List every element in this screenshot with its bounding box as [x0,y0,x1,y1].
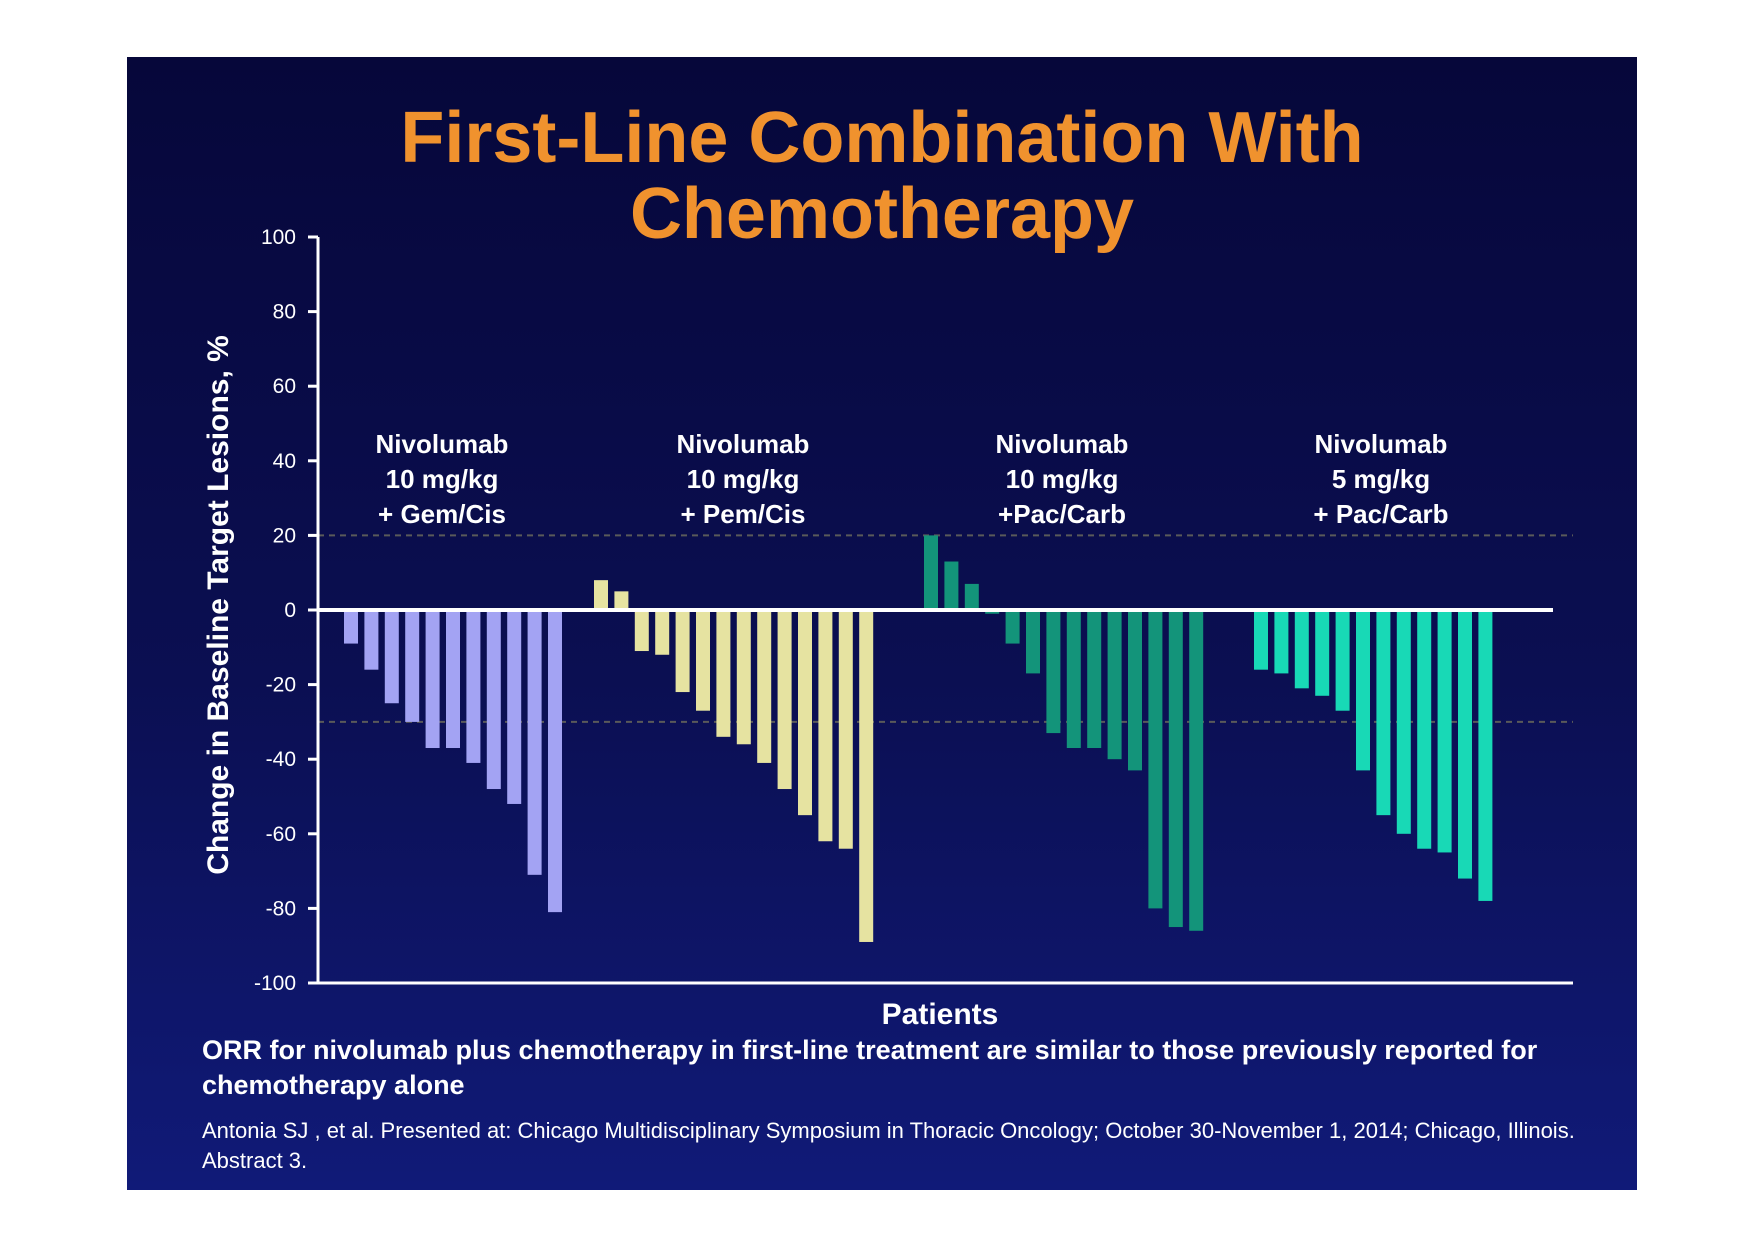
bar-group1-patient8 [486,610,501,790]
bar-group2-patient14 [859,610,874,942]
bar-group1-patient11 [548,610,562,913]
group-label-2-line-3: + Pem/Cis [680,499,805,529]
bar-group3-patient14 [1189,610,1204,931]
y-axis-title: Change in Baseline Target Lesions, % [202,335,235,875]
group-label-3-line-3: +Pac/Carb [998,499,1126,529]
bar-group2-patient12 [818,610,833,842]
y-tick-label--100: -100 [254,972,296,995]
bar-group3-patient9 [1087,610,1102,749]
bar-group2-patient1 [594,580,608,610]
y-tick-label--40: -40 [266,748,296,771]
group-label-2-line-2: 10 mg/kg [687,464,800,494]
bar-group2-patient5 [675,610,690,693]
bar-group4-patient12 [1478,610,1493,901]
bar-group1-patient6 [446,610,460,749]
bar-group4-patient7 [1376,610,1391,816]
bar-group4-patient9 [1417,610,1432,849]
bar-group3-patient12 [1148,610,1163,909]
bar-group3-patient13 [1168,610,1183,928]
bar-group3-patient11 [1128,610,1142,771]
group-label-4-line-2: 5 mg/kg [1332,464,1430,494]
group-label-4-line-1: Nivolumab [1315,429,1448,459]
footnote: ORR for nivolumab plus chemotherapy in f… [202,1035,1538,1100]
title-line-1: First-Line Combination With [400,98,1364,178]
bar-group2-patient13 [838,610,853,849]
bar-group2-patient11 [798,610,812,816]
bar-group4-patient1 [1254,610,1268,670]
y-tick-label-0: 0 [284,599,296,622]
y-tick-label-80: 80 [273,301,296,324]
group-label-3-line-2: 10 mg/kg [1006,464,1119,494]
bar-group1-patient2 [364,610,379,670]
y-tick-label--20: -20 [266,674,296,697]
bar-group3-patient6 [1026,610,1040,674]
bar-group2-patient2 [614,591,629,610]
bar-group3-patient2 [944,561,959,610]
y-tick-label--80: -80 [266,897,296,920]
x-axis-title: Patients [882,998,999,1031]
group-label-1-line-3: + Gem/Cis [378,499,506,529]
bar-group1-patient5 [425,610,440,749]
bar-group2-patient4 [655,610,670,655]
bar-group1-patient4 [405,610,420,722]
bar-group3-patient1 [924,535,938,610]
bar-group2-patient7 [716,610,731,737]
bar-group4-patient3 [1294,610,1309,689]
bar-group2-patient3 [634,610,649,652]
y-tick-label-60: 60 [273,375,296,398]
group-label-2-line-1: Nivolumab [677,429,810,459]
bar-group4-patient10 [1437,610,1452,853]
bar-group2-patient9 [757,610,772,763]
group-label-2: Nivolumab 10 mg/kg + Pem/Cis [677,429,810,529]
group-label-1-line-1: Nivolumab [376,429,509,459]
bar-group3-patient7 [1046,610,1061,734]
group-label-4: Nivolumab 5 mg/kg + Pac/Carb [1313,429,1448,529]
group-label-3-line-1: Nivolumab [996,429,1129,459]
y-tick-label-100: 100 [261,226,296,249]
bar-group4-patient8 [1396,610,1411,834]
citation: Antonia SJ , et al. Presented at: Chicag… [202,1118,1575,1173]
bar-group4-patient4 [1315,610,1330,696]
group-label-1: Nivolumab 10 mg/kg + Gem/Cis [376,429,509,529]
bar-group1-patient7 [466,610,481,763]
bar-group4-patient11 [1458,610,1472,879]
bar-group4-patient2 [1274,610,1289,674]
group-label-1-line-2: 10 mg/kg [386,464,499,494]
bar-group1-patient3 [384,610,399,704]
bar-group2-patient6 [696,610,710,711]
title-line-2: Chemotherapy [629,174,1135,254]
bar-group3-patient8 [1066,610,1081,749]
bar-group1-patient1 [344,610,358,644]
bar-group3-patient5 [1005,610,1020,644]
y-tick-label-40: 40 [273,450,296,473]
group-label-4-line-3: + Pac/Carb [1313,499,1448,529]
y-tick-label--60: -60 [266,823,296,846]
bar-group2-patient8 [736,610,751,745]
bar-group4-patient6 [1356,610,1370,771]
bar-group1-patient10 [527,610,542,875]
bar-group1-patient9 [507,610,522,804]
slide-title: First-Line Combination With Chemotherapy [127,100,1637,252]
bar-group3-patient3 [964,583,979,610]
bar-group2-patient10 [777,610,792,790]
bar-group4-patient5 [1335,610,1350,711]
group-label-3: Nivolumab 10 mg/kg +Pac/Carb [996,429,1129,529]
bar-group3-patient10 [1107,610,1122,760]
y-tick-label-20: 20 [273,524,296,547]
